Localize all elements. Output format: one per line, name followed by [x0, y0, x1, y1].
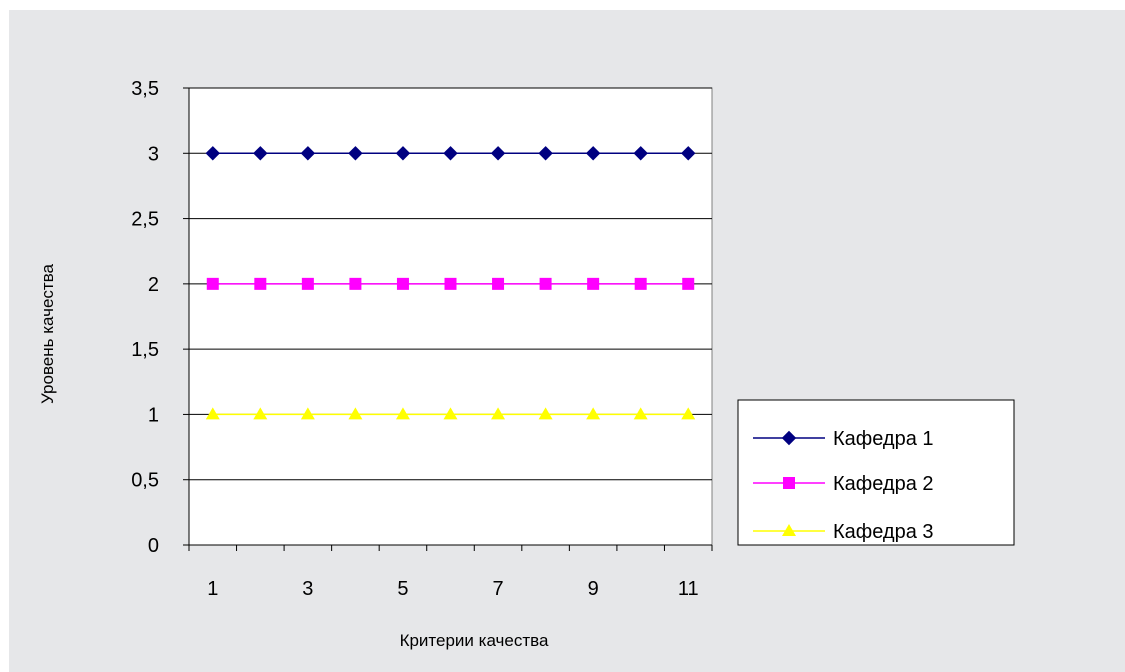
data-point [396, 277, 409, 290]
data-point [634, 277, 647, 290]
x-axis-title: Критерии качества [400, 631, 549, 650]
tick-labels: 0 0,5 1 1,5 2 2,5 3 3,5 1 3 5 7 9 11 [131, 78, 698, 600]
data-point [253, 407, 268, 420]
y-tick-label: 2,5 [131, 209, 159, 231]
y-tick-label: 0 [148, 535, 159, 557]
legend-label: Кафедра 2 [833, 473, 934, 495]
axes [183, 87, 713, 551]
data-point [300, 146, 316, 161]
data-point [681, 407, 696, 420]
x-tick-label: 1 [207, 578, 218, 600]
data-point [205, 407, 220, 420]
legend-label: Кафедра 3 [833, 521, 934, 543]
plot-area [188, 87, 713, 546]
legend-entry-3: Кафедра 3 [753, 521, 934, 543]
data-point [539, 277, 552, 290]
y-tick-label: 1 [148, 404, 159, 426]
data-point [348, 407, 363, 420]
data-point [633, 146, 648, 161]
y-tick-label: 2 [148, 274, 159, 296]
legend-box [737, 399, 1015, 546]
data-point [349, 277, 362, 290]
y-axis-title: Уровень качества [38, 263, 57, 404]
data-point [253, 146, 268, 161]
data-point [682, 277, 695, 290]
data-point [633, 407, 648, 420]
legend-entry-1: Кафедра 1 [753, 428, 934, 450]
legend-label: Кафедра 1 [833, 428, 934, 450]
data-point [443, 407, 458, 420]
y-tick-label: 3 [148, 143, 159, 165]
data-point [205, 146, 220, 161]
x-tick-label: 11 [678, 578, 699, 600]
x-tick-label: 5 [397, 578, 408, 600]
data-point [206, 277, 219, 290]
y-tick-label: 0,5 [131, 470, 159, 492]
legend-entry-2: Кафедра 2 [753, 473, 934, 495]
data-point [490, 146, 506, 161]
data-point [443, 146, 458, 161]
series-3 [205, 407, 696, 420]
x-tick-label: 3 [302, 578, 313, 600]
y-tick-label: 1,5 [131, 339, 159, 361]
series-1 [205, 146, 696, 161]
data-point [348, 146, 363, 161]
y-tick-label: 3,5 [131, 78, 159, 100]
data-point [254, 277, 267, 290]
data-point [300, 407, 315, 420]
chart-area: 0 0,5 1 1,5 2 2,5 3 3,5 1 3 5 7 9 11 Критерии качеств… [9, 10, 1125, 672]
data-point [681, 146, 696, 161]
data-point [587, 277, 600, 290]
series-2 [206, 277, 695, 290]
data-point [586, 407, 601, 420]
data-point [538, 407, 553, 420]
data-point [444, 277, 457, 290]
x-tick-label: 9 [588, 578, 599, 600]
data-point [301, 277, 314, 290]
series-lines [205, 146, 696, 420]
x-tick-label: 7 [492, 578, 503, 600]
data-point [585, 146, 601, 161]
line-chart: 0 0,5 1 1,5 2 2,5 3 3,5 1 3 5 7 9 11 Критерии качеств… [38, 78, 1015, 650]
legend-marker [782, 524, 796, 536]
data-point [492, 277, 505, 290]
data-point [395, 407, 410, 420]
legend: Кафедра 1 Кафедра 2 Кафедра 3 [737, 399, 1015, 546]
data-point [395, 146, 411, 161]
data-point [491, 407, 506, 420]
data-point [538, 146, 553, 161]
legend-entries: Кафедра 1 Кафедра 2 Кафедра 3 [753, 428, 934, 543]
legend-marker [783, 477, 795, 489]
legend-marker [781, 430, 797, 446]
